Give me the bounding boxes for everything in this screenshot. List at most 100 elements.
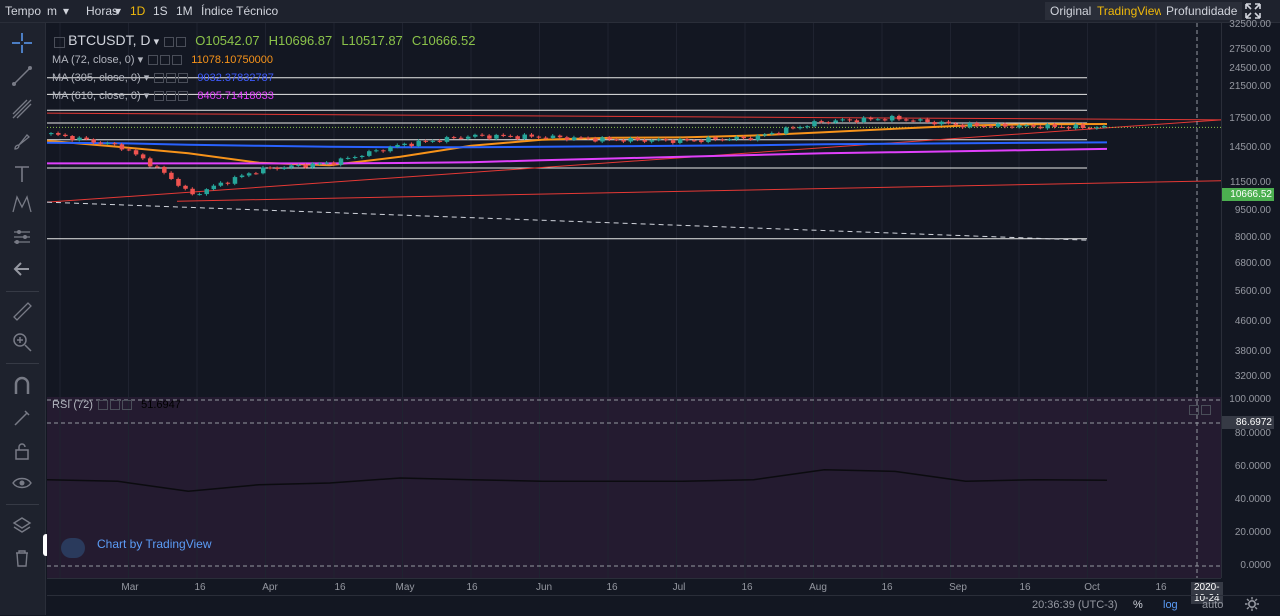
- rsi-tick: 100.0000: [1229, 394, 1271, 405]
- visibility-icon[interactable]: [164, 37, 175, 48]
- back-arrow-icon[interactable]: [11, 258, 33, 280]
- time-tick: Jul: [672, 582, 686, 593]
- toolbar-divider: [6, 363, 39, 364]
- settings-icon[interactable]: [110, 400, 121, 411]
- candle-body: [416, 140, 421, 147]
- time-tick: Mar: [121, 582, 139, 593]
- candle-body: [543, 137, 549, 139]
- pane-minimize-icon[interactable]: [1189, 404, 1199, 415]
- trend-line-icon[interactable]: [11, 65, 33, 87]
- chevron-down-icon[interactable]: ▾: [153, 36, 160, 48]
- visibility-icon[interactable]: [154, 91, 165, 102]
- minutes-dropdown[interactable]: m: [47, 4, 57, 18]
- candle-body: [253, 173, 259, 175]
- crosshair-icon[interactable]: [11, 32, 33, 54]
- close-icon[interactable]: [122, 400, 133, 411]
- candle-body: [155, 166, 160, 168]
- ma72-label[interactable]: MA (72, close, 0): [52, 54, 135, 66]
- candle-body: [875, 119, 881, 121]
- magnet-icon[interactable]: [11, 375, 33, 397]
- rsi-label[interactable]: RSI (72): [52, 399, 93, 411]
- close-icon[interactable]: [178, 73, 189, 84]
- candle-body: [388, 147, 393, 152]
- visibility-icon[interactable]: [154, 73, 165, 84]
- candle-body: [529, 134, 535, 137]
- price-chart[interactable]: [47, 23, 1221, 578]
- visibility-icon[interactable]: [148, 55, 159, 66]
- chevron-down-icon[interactable]: ▾: [143, 72, 150, 84]
- interval-1m-button[interactable]: 1M: [176, 4, 193, 18]
- candle-body: [1024, 125, 1029, 127]
- chevron-down-icon[interactable]: ▾: [137, 54, 144, 66]
- settings-icon[interactable]: [160, 55, 171, 66]
- candle-body: [190, 188, 195, 195]
- original-view-tab[interactable]: Original: [1045, 2, 1097, 20]
- candle-body: [423, 140, 429, 142]
- pattern-icon[interactable]: [11, 193, 33, 215]
- brush-icon[interactable]: [11, 131, 33, 153]
- candle-body: [359, 155, 365, 158]
- interval-label: Tempo: [5, 4, 42, 18]
- candle-body: [395, 145, 400, 148]
- gear-icon[interactable]: [1245, 597, 1259, 614]
- pitchfork-icon[interactable]: [11, 98, 33, 120]
- measure-tools-icon[interactable]: [11, 226, 33, 248]
- candle-body: [169, 172, 174, 179]
- tradingview-view-tab[interactable]: TradingView: [1092, 2, 1169, 20]
- fullscreen-icon[interactable]: [1244, 2, 1262, 19]
- settings-icon[interactable]: [166, 73, 177, 84]
- price-tick: 3800.00: [1234, 346, 1271, 357]
- candle-body: [1045, 124, 1050, 129]
- candle-body: [854, 120, 860, 123]
- toolbar-collapse-handle[interactable]: [43, 534, 49, 556]
- ruler-icon[interactable]: [11, 300, 33, 322]
- settings-icon[interactable]: [176, 37, 187, 48]
- rsi-tick: 60.0000: [1234, 461, 1271, 472]
- layers-icon[interactable]: [11, 515, 33, 537]
- eye-icon[interactable]: [11, 472, 33, 494]
- lock-drawings-icon[interactable]: [11, 407, 33, 429]
- rsi-tick: 40.0000: [1234, 494, 1271, 505]
- interval-1d-button[interactable]: 1D: [130, 4, 146, 18]
- rsi-crosshair-label: 86.6972: [1222, 416, 1274, 429]
- zoom-in-icon[interactable]: [11, 331, 33, 353]
- close-icon[interactable]: [178, 91, 189, 102]
- depth-view-tab[interactable]: Profundidade: [1161, 2, 1243, 20]
- candle-body: [1080, 124, 1086, 129]
- visibility-icon[interactable]: [98, 400, 109, 411]
- pane-close-icon[interactable]: [1201, 404, 1211, 415]
- lock-icon[interactable]: [11, 440, 33, 462]
- candle-body: [783, 127, 789, 134]
- interval-1w-button[interactable]: 1S: [153, 4, 168, 18]
- ma-line-2: [47, 141, 1108, 149]
- price-scale[interactable]: 32500.00 27500.00 24500.00 21500.00 1750…: [1221, 19, 1280, 578]
- candle-body: [904, 119, 909, 121]
- candle-body: [331, 162, 337, 165]
- auto-scale-toggle[interactable]: auto: [1202, 599, 1224, 611]
- rsi-value: 51.6947: [141, 399, 181, 411]
- candle-body: [607, 137, 612, 140]
- tradingview-watermark[interactable]: Chart by TradingView: [97, 537, 212, 551]
- hours-dropdown[interactable]: Horas: [86, 4, 119, 18]
- time-scale[interactable]: Mar 16 Apr 16 May 16 Jun 16 Jul 16 Aug 1…: [47, 578, 1223, 604]
- close-icon[interactable]: [172, 55, 183, 66]
- percent-scale-toggle[interactable]: %: [1133, 599, 1143, 611]
- candle-body: [402, 143, 407, 146]
- collapse-legend-icon[interactable]: [54, 36, 65, 48]
- candle-body: [586, 137, 591, 139]
- symbol-title[interactable]: BTCUSDT, D: [68, 32, 151, 48]
- candle-body: [769, 133, 775, 135]
- text-tool-icon[interactable]: [11, 163, 33, 185]
- ma305-label[interactable]: MA (305, close, 0): [52, 72, 141, 84]
- ma610-label[interactable]: MA (610, close, 0): [52, 90, 141, 102]
- candle-body: [1087, 128, 1093, 130]
- rsi-tick: 20.0000: [1234, 527, 1271, 538]
- candle-body: [692, 140, 697, 142]
- candle-body: [338, 158, 344, 165]
- log-scale-toggle[interactable]: log: [1163, 599, 1178, 611]
- trash-icon[interactable]: [11, 547, 33, 569]
- candle-body: [430, 140, 436, 142]
- settings-icon[interactable]: [166, 91, 177, 102]
- indicators-button[interactable]: Índice Técnico: [201, 4, 279, 18]
- chevron-down-icon[interactable]: ▾: [143, 90, 150, 102]
